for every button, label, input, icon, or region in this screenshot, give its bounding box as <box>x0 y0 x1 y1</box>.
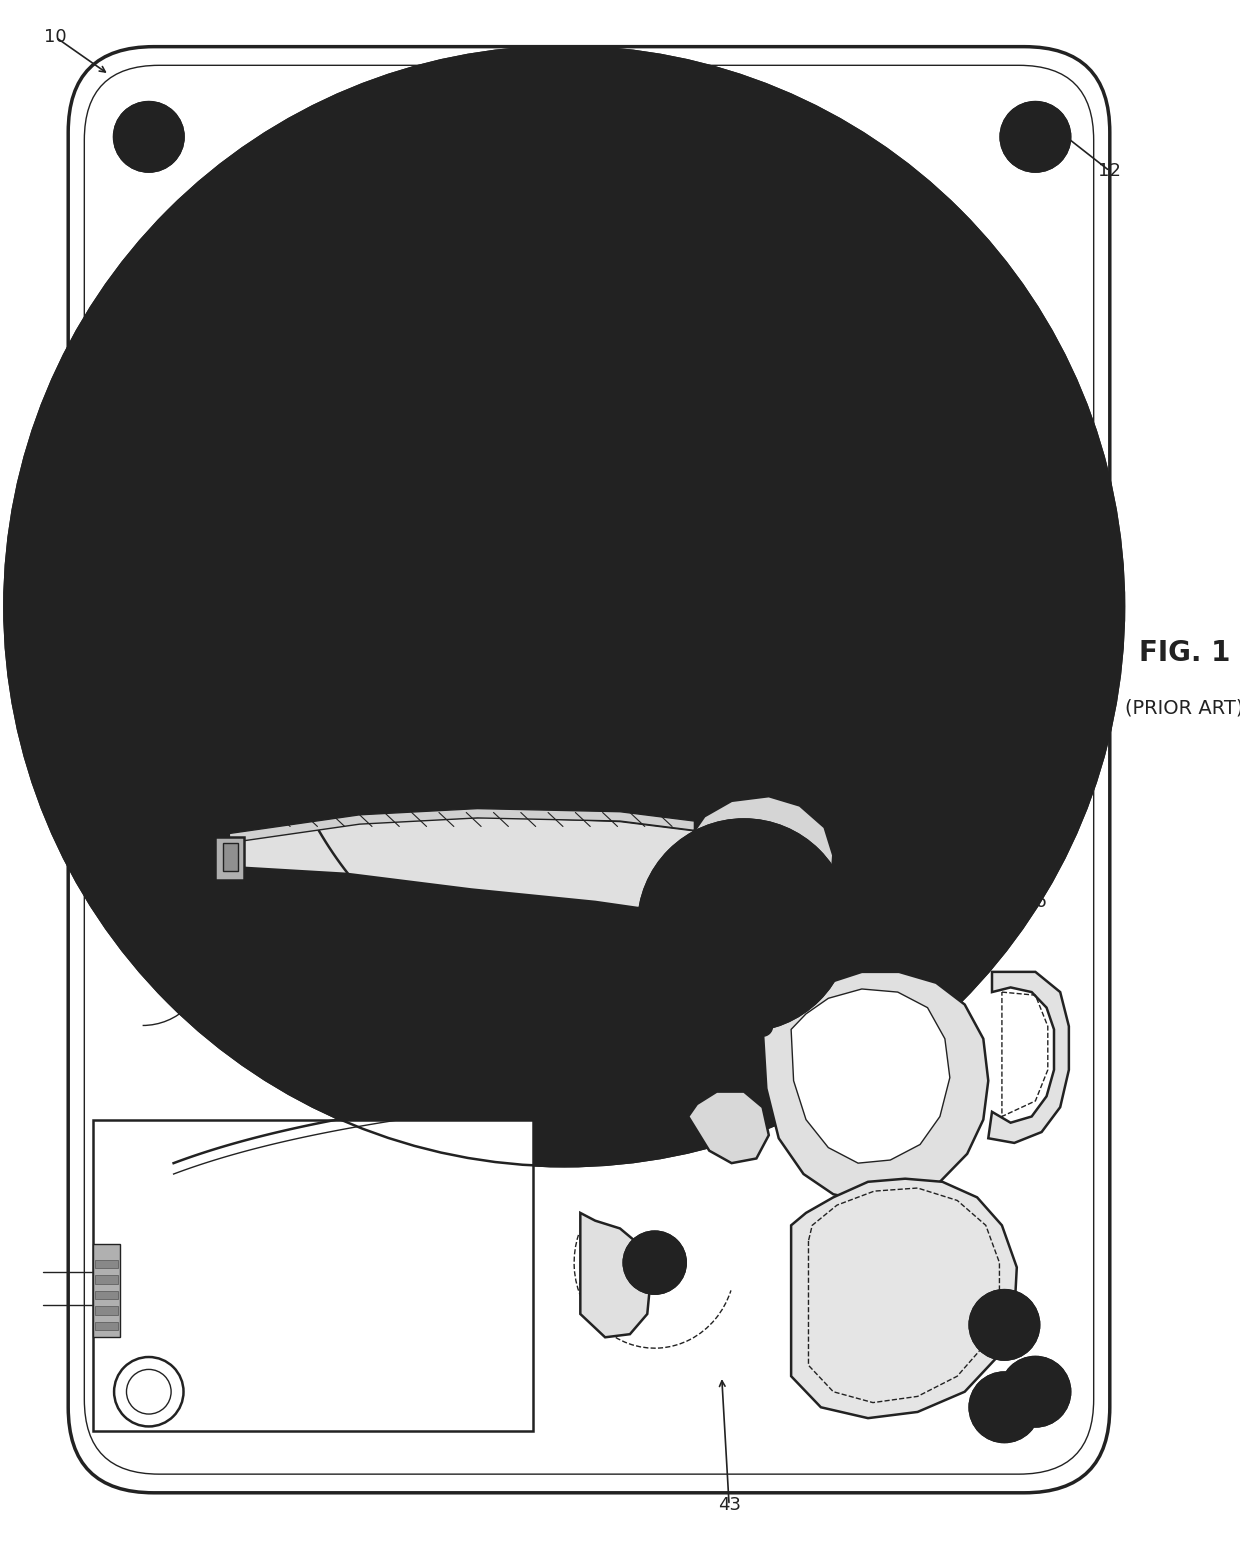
Circle shape <box>639 819 849 1031</box>
FancyBboxPatch shape <box>68 47 1110 1493</box>
Polygon shape <box>229 809 694 843</box>
Circle shape <box>1001 1358 1070 1426</box>
Circle shape <box>479 521 650 692</box>
Circle shape <box>689 871 799 980</box>
Polygon shape <box>763 972 988 1202</box>
Text: 14: 14 <box>441 1017 464 1036</box>
Circle shape <box>440 482 688 731</box>
Text: 32: 32 <box>355 781 377 799</box>
Text: 40: 40 <box>743 578 765 597</box>
Circle shape <box>5 47 1123 1166</box>
Text: 24: 24 <box>627 543 650 561</box>
Text: 10: 10 <box>45 28 67 47</box>
Text: 42: 42 <box>578 1274 600 1292</box>
Bar <box>223 843 238 871</box>
Bar <box>95 1291 118 1300</box>
Bar <box>95 1275 118 1284</box>
Polygon shape <box>688 1092 769 1163</box>
Text: 16: 16 <box>1024 893 1047 911</box>
Bar <box>93 1244 120 1337</box>
Polygon shape <box>580 1213 651 1337</box>
Text: 30: 30 <box>259 784 281 802</box>
Circle shape <box>970 1291 1039 1359</box>
Circle shape <box>114 103 184 171</box>
Text: (PRIOR ART): (PRIOR ART) <box>1125 698 1240 717</box>
Bar <box>95 1306 118 1316</box>
Text: 12: 12 <box>1099 162 1121 180</box>
Bar <box>215 837 244 880</box>
Text: 28: 28 <box>181 838 203 857</box>
Circle shape <box>624 1232 686 1294</box>
Circle shape <box>970 1373 1039 1441</box>
Circle shape <box>618 917 742 1042</box>
Polygon shape <box>791 1179 1017 1418</box>
Circle shape <box>656 956 703 1003</box>
Polygon shape <box>791 989 950 1163</box>
Polygon shape <box>680 796 833 952</box>
Text: 20: 20 <box>460 675 482 694</box>
Bar <box>95 1260 118 1269</box>
Text: 22: 22 <box>497 589 520 608</box>
Circle shape <box>114 1358 184 1426</box>
Bar <box>93 1120 533 1431</box>
Text: FIG. 2: FIG. 2 <box>257 778 301 793</box>
Text: 2: 2 <box>252 843 264 861</box>
Text: 41: 41 <box>668 543 691 561</box>
Text: 43: 43 <box>718 1496 740 1515</box>
Polygon shape <box>988 972 1069 1143</box>
Circle shape <box>753 1017 773 1036</box>
Text: 29: 29 <box>206 762 228 781</box>
Circle shape <box>1001 103 1070 171</box>
Polygon shape <box>229 816 750 917</box>
Circle shape <box>529 572 599 641</box>
Bar <box>95 1322 118 1331</box>
Text: 50: 50 <box>458 1076 480 1095</box>
Text: FIG. 1: FIG. 1 <box>1138 639 1230 667</box>
Polygon shape <box>680 840 831 1014</box>
